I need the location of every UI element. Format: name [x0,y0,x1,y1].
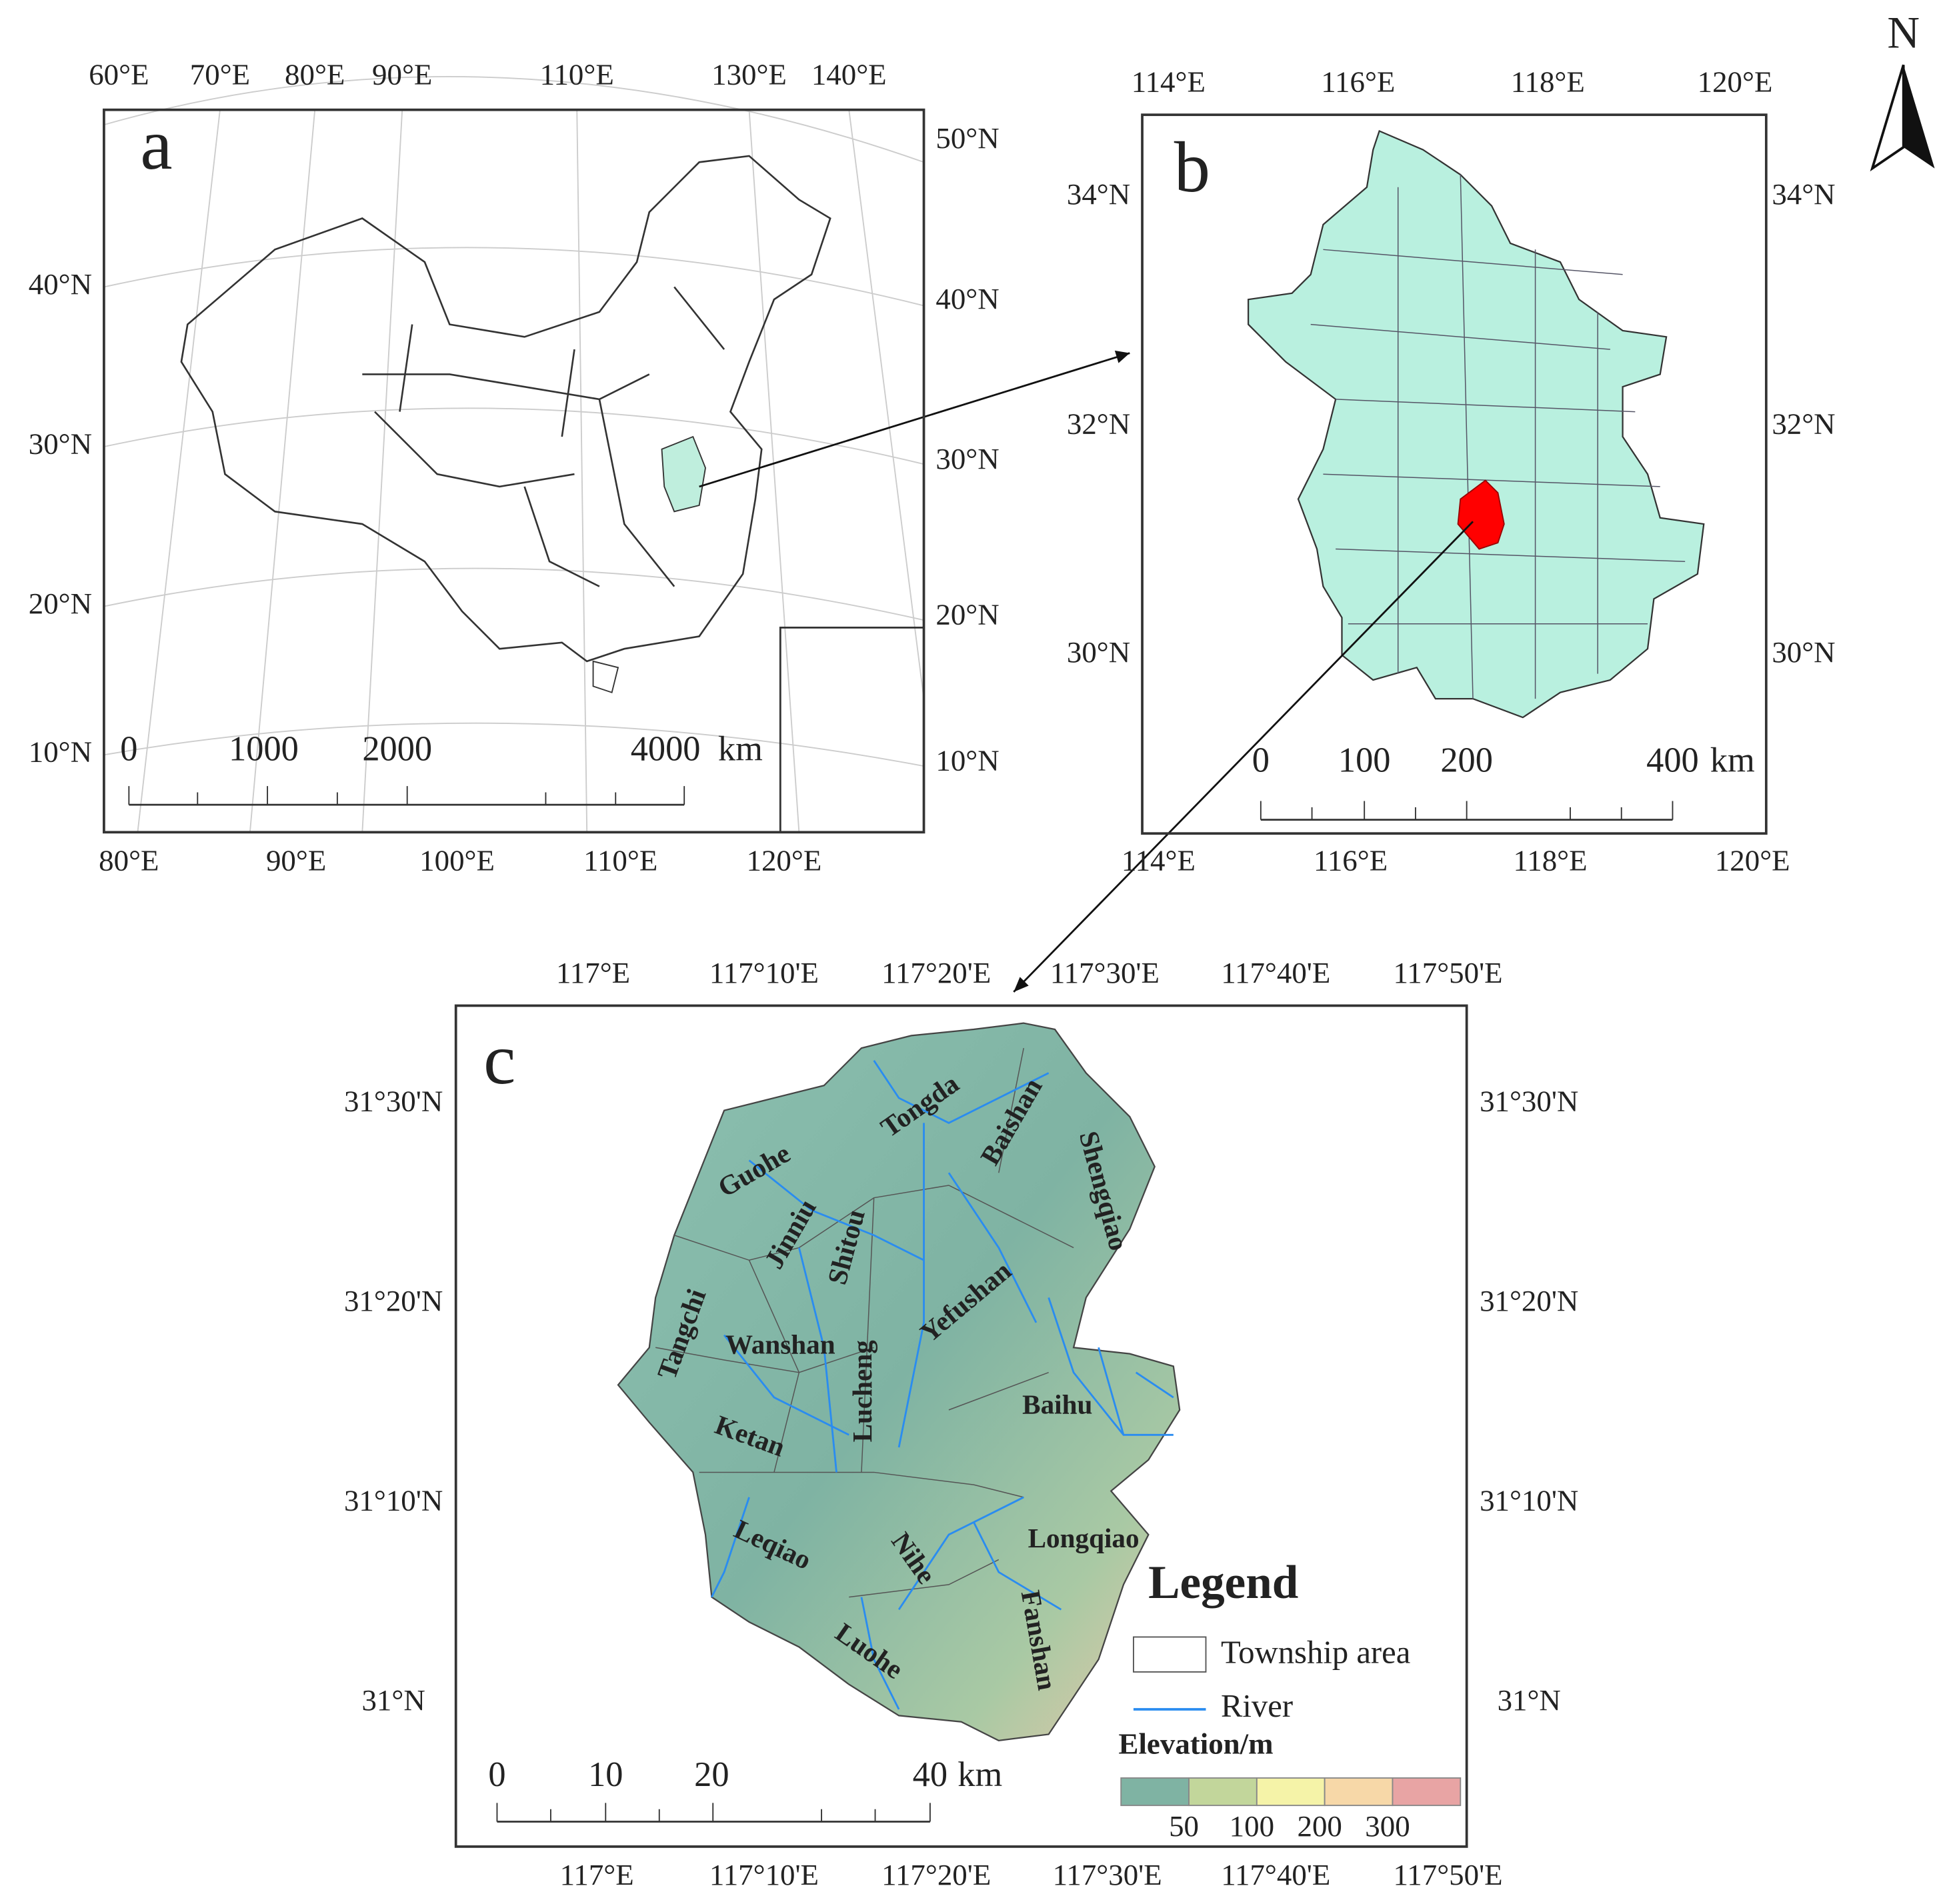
tick-label: 31°10'N [1480,1484,1578,1517]
tick-label: 90°E [372,57,432,91]
town-label: Baihu [1022,1389,1092,1420]
scale-label: 0 [1252,741,1270,779]
panel-label: a [140,105,172,185]
tick-label: 90°E [266,843,326,877]
tick-label: 20°N [29,587,92,620]
elevation-tick: 200 [1298,1809,1342,1843]
elevation-class [1324,1777,1394,1807]
scale-label: 40 [913,1755,947,1794]
scale-unit: km [957,1755,1002,1794]
tick-label: 31°N [361,1683,425,1717]
scale-label: 1000 [229,730,299,769]
legend-title: Legend [1148,1557,1298,1609]
tick-label: 120°E [1715,843,1790,877]
legend-river: River [1221,1688,1293,1724]
tick-label: 110°E [583,843,657,877]
tick-label: 30°N [29,427,92,460]
elevation-class [1188,1777,1258,1807]
tick-label: 117°10'E [709,956,819,989]
north-arrow [1870,64,1935,172]
town-label: Longqiao [1028,1523,1140,1553]
tick-label: 31°30'N [344,1085,443,1118]
scale-label: 0 [488,1755,505,1794]
tick-label: 20°N [935,598,999,631]
tick-label: 80°E [285,57,345,91]
tick-label: 117°30'E [1050,956,1160,989]
tick-label: 117°E [560,1858,634,1891]
tick-label: 30°N [1772,635,1835,669]
panel-label: b [1174,127,1210,207]
tick-label: 40°N [29,267,92,301]
tick-label: 50°N [935,121,999,155]
tick-label: 100°E [419,843,495,877]
tick-label: 10°N [29,735,92,769]
tick-label: 40°N [935,282,999,315]
tick-label: 117°40'E [1221,1858,1330,1891]
tick-label: 110°E [540,57,614,91]
tick-label: 118°E [1513,843,1587,877]
scale-label: 100 [1338,741,1391,779]
elevation-class [1392,1777,1462,1807]
scale-label: 2000 [362,730,432,769]
scale-unit: km [718,730,763,769]
tick-label: 116°E [1314,843,1388,877]
elevation-tick: 300 [1365,1809,1410,1843]
scale-label: 400 [1646,741,1699,779]
elevation-class [1256,1777,1326,1807]
panel-b-map [1013,113,1768,993]
tick-label: 34°N [1772,177,1835,211]
tick-label: 31°10'N [344,1484,443,1517]
tick-label: 116°E [1321,65,1395,99]
tick-label: 117°50'E [1394,956,1503,989]
scale-unit: km [1710,741,1755,779]
town-label: Lucheng [847,1340,877,1443]
elevation-tick: 100 [1230,1809,1274,1843]
tick-label: 117°10'E [709,1858,819,1891]
tick-label: 117°20'E [881,1858,991,1891]
tick-label: 117°20'E [881,956,991,989]
scale-label: 4000 [631,730,701,769]
tick-label: 31°20'N [1480,1284,1578,1317]
tick-label: 30°N [935,442,999,475]
town-label: Wanshan [725,1329,835,1360]
elevation-class [1120,1777,1190,1807]
scale-label: 200 [1440,741,1493,779]
elevation-colorbar [1120,1777,1462,1807]
scale-label: 10 [588,1755,623,1794]
tick-label: 80°E [99,843,159,877]
tick-label: 70°E [190,57,250,91]
scale-label: 20 [694,1755,729,1794]
tick-label: 114°E [1132,65,1206,99]
tick-label: 10°N [935,744,999,777]
tick-label: 117°30'E [1053,1858,1162,1891]
tick-label: 31°30'N [1480,1085,1578,1118]
scale-label: 0 [120,730,137,769]
tick-label: 31°20'N [344,1284,443,1317]
tick-label: 130°E [711,57,787,91]
panel-c-map [454,1004,1468,1848]
tick-label: 34°N [1067,177,1130,211]
tick-label: 118°E [1511,65,1585,99]
tick-label: 30°N [1067,635,1130,669]
tick-label: 117°40'E [1221,956,1330,989]
elevation-tick: 50 [1169,1809,1199,1843]
north-label: N [1887,8,1920,58]
tick-label: 32°N [1772,407,1835,440]
tick-label: 114°E [1122,843,1196,877]
panel-label: c [483,1019,515,1099]
panel-a-map [103,76,1130,834]
tick-label: 120°E [1698,65,1773,99]
tick-label: 117°E [556,956,630,989]
tick-label: 120°E [747,843,822,877]
tick-label: 117°50'E [1394,1858,1503,1891]
legend-elevation-title: Elevation/m [1119,1727,1274,1760]
tick-label: 32°N [1067,407,1130,440]
tick-label: 60°E [89,57,149,91]
legend-township: Township area [1221,1635,1410,1671]
tick-label: 140°E [811,57,887,91]
tick-label: 31°N [1498,1683,1561,1717]
